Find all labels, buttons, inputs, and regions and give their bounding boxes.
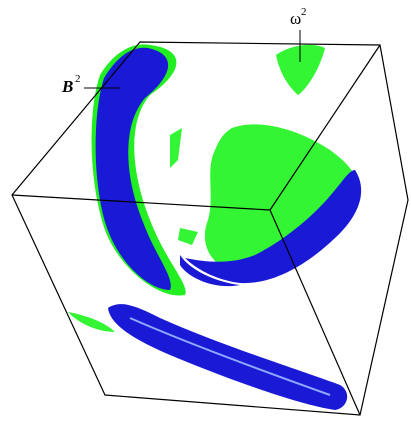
blue-surface <box>185 170 362 284</box>
label-base: ω <box>290 9 301 28</box>
green-surface <box>276 44 325 95</box>
blue-surface <box>180 255 240 287</box>
label-superscript: 2 <box>301 6 307 18</box>
green-surface <box>68 312 115 332</box>
label-superscript: 2 <box>75 73 81 85</box>
label-base: B <box>61 77 73 96</box>
green-surface <box>178 228 198 245</box>
blue-surface <box>95 47 171 290</box>
green-surface <box>170 128 182 168</box>
highlight <box>129 317 331 396</box>
cube-wireframe <box>11 41 409 416</box>
